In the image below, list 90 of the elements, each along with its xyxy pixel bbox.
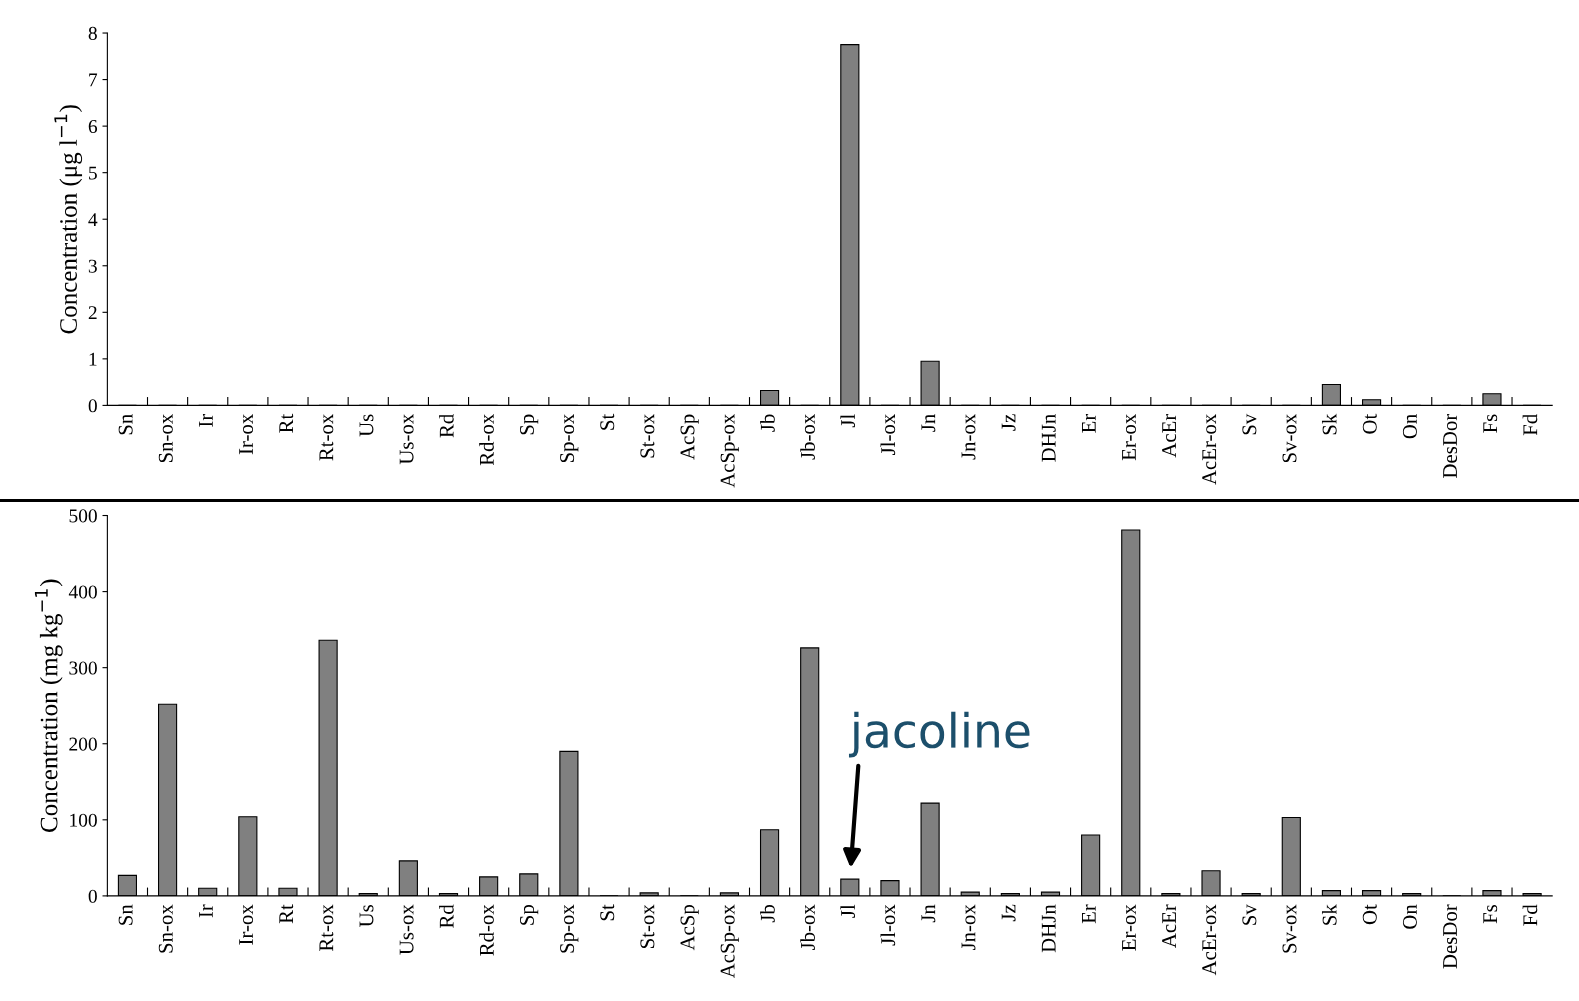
x-tick-label: Jl-ox (880, 413, 896, 455)
x-tick-label: Sv (1242, 904, 1257, 925)
y-tick-label: 200 (69, 737, 97, 751)
x-tick-label: DesDor (1443, 413, 1458, 478)
x-tick-label: St (600, 413, 615, 430)
x-tick-label: DHJn (1041, 414, 1056, 462)
y-tick-label: 5 (89, 166, 97, 180)
x-tick-label: Ir (199, 413, 213, 427)
x-tick-label: Rd (439, 904, 454, 928)
x-tick-label: Jz (1001, 904, 1016, 922)
x-tick-label: AcSp-ox (720, 413, 739, 488)
x-tick-label: On (1402, 904, 1417, 929)
x-tick-label: Ot (1362, 413, 1377, 434)
y-tick-label: 4 (88, 213, 98, 226)
x-tick-label: Rt-ox (319, 413, 334, 461)
x-tick-label: AcEr-ox (1202, 413, 1217, 485)
x-tick-label: St-ox (640, 904, 655, 948)
x-tick-label: Us (359, 414, 374, 437)
x-tick-label: Rd-ox (479, 413, 494, 466)
x-tick-label: Sv-ox (1282, 904, 1297, 953)
x-tick-label: Rd-ox (479, 904, 494, 956)
x-tick-label: Us-ox (399, 413, 414, 465)
x-tick-label: Jn (921, 414, 936, 432)
x-tick-label: Sn-ox (158, 413, 173, 463)
x-tick-label: DesDor (1443, 904, 1458, 969)
y-tick-label: 3 (88, 259, 97, 273)
y-tick-label: 300 (69, 661, 97, 675)
x-tick-label: Jl (840, 414, 856, 428)
annotation: jacoline (848, 711, 1030, 758)
x-tick-label: St-ox (640, 413, 655, 458)
x-tick-label: Sk (1321, 904, 1337, 925)
y-tick-label: 2 (88, 306, 97, 320)
x-tick-label: AcSp-ox (720, 904, 739, 979)
x-tick-label: Sn (118, 414, 133, 435)
x-tick-label: Fd (1522, 904, 1538, 926)
x-tick-label: Sv (1242, 413, 1257, 435)
x-tick-label: Er (1082, 413, 1096, 433)
x-tick-label: Jn (921, 904, 936, 923)
x-tick-label: Sv-ox (1282, 413, 1297, 463)
y-tick-label: 0 (88, 889, 97, 903)
x-tick-label: Jn-ox (961, 904, 976, 951)
x-tick-label: Fs (1483, 414, 1498, 433)
x-tick-label: Sp (519, 905, 539, 925)
x-tick-label: Er-ox (1122, 904, 1136, 951)
x-tick-label: Ir (199, 904, 213, 918)
x-tick-label: DHJn (1041, 904, 1056, 953)
y-tick-label: 0 (88, 399, 97, 413)
x-tick-label: St (600, 904, 615, 921)
x-tick-label: AcSp (680, 905, 699, 951)
x-tick-label: Rt (279, 413, 294, 433)
x-tick-label: Rd (439, 413, 454, 438)
x-tick-label: AcEr (1162, 904, 1177, 948)
x-tick-label: Us (359, 904, 374, 927)
x-tick-label: AcSp (680, 414, 699, 460)
x-tick-label: Us-ox (399, 904, 414, 955)
x-tick-label: Ir-ox (239, 413, 254, 455)
x-tick-label: Er-ox (1122, 413, 1136, 461)
x-tick-label: Jz (1001, 414, 1016, 431)
x-tick-label: Jl (840, 904, 856, 918)
x-tick-label: Jl-ox (880, 904, 896, 946)
x-tick-label: Sp-ox (560, 904, 579, 953)
x-tick-label: Sn-ox (158, 904, 173, 953)
x-tick-label: On (1402, 414, 1417, 439)
x-tick-label: Jb-ox (800, 904, 815, 951)
y-tick-label: 6 (88, 120, 98, 134)
x-tick-label: Er (1082, 904, 1096, 924)
x-tick-label: Rt-ox (319, 904, 334, 952)
x-tick-label: Jn-ox (961, 413, 976, 460)
x-tick-label: Sk (1321, 413, 1337, 435)
x-tick-label: Sp (519, 414, 539, 435)
x-tick-label: Sn (118, 904, 133, 925)
y-tick-label: 1 (89, 352, 97, 366)
x-tick-label: Jb (760, 414, 775, 432)
y-tick-label: 8 (88, 26, 97, 40)
x-tick-label: AcEr-ox (1202, 904, 1217, 976)
y-axis-title: Concentration (mg kg$^{−1}$) (34, 579, 63, 832)
x-tick-label: Fd (1522, 413, 1538, 436)
y-tick-label: 100 (70, 813, 97, 827)
x-tick-label: Fs (1483, 904, 1498, 924)
x-tick-label: Ir-ox (239, 904, 254, 945)
y-tick-label: 400 (68, 585, 97, 599)
y-tick-label: 500 (69, 509, 97, 523)
x-tick-label: Sp-ox (560, 413, 579, 463)
x-tick-label: AcEr (1162, 413, 1177, 458)
x-tick-label: Jb (760, 905, 775, 923)
x-tick-label: Ot (1362, 904, 1377, 925)
x-tick-label: Jb-ox (800, 413, 815, 460)
x-tick-label: Rt (279, 904, 294, 924)
y-axis-title: Concentration (μg l$^{−1}$) (54, 105, 83, 334)
y-tick-label: 7 (89, 73, 98, 87)
